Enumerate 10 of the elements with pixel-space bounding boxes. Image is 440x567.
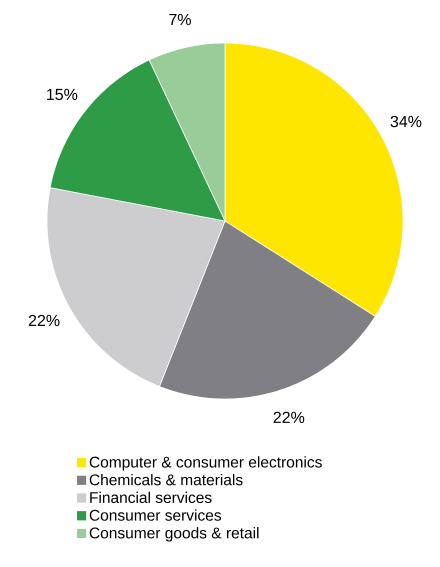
- data-label: 22%: [274, 412, 304, 424]
- legend-label: Chemicals & materials: [90, 474, 243, 486]
- legend-label: Consumer services: [90, 509, 222, 521]
- legend-label: Computer & consumer electronics: [90, 456, 322, 471]
- data-label: 15%: [47, 88, 78, 100]
- legend-label: Financial services: [90, 492, 212, 504]
- data-label: 34%: [390, 116, 422, 128]
- data-label: 22%: [28, 314, 60, 326]
- legend-label: Consumer goods & retail: [90, 527, 258, 542]
- data-label: 7%: [169, 14, 191, 26]
